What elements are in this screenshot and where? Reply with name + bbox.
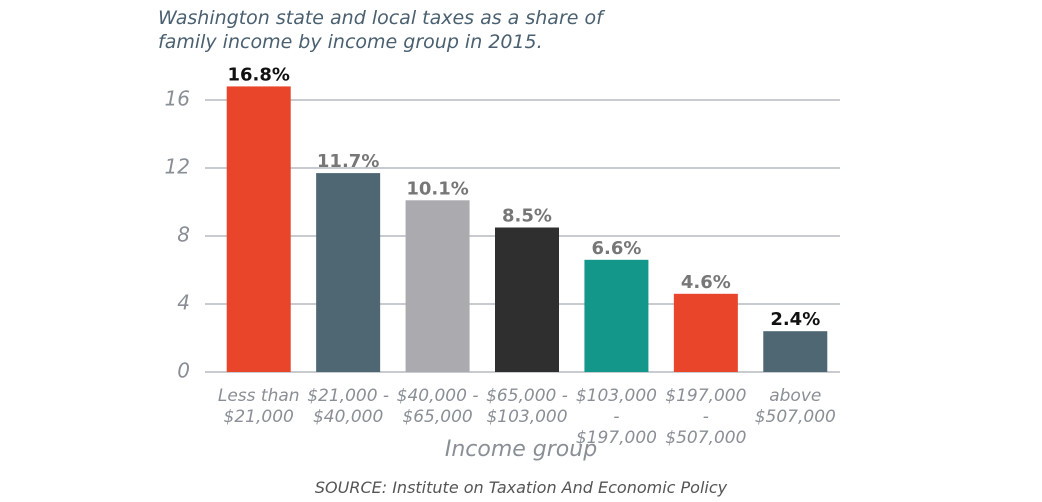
value-label: 10.1% (406, 178, 468, 199)
bar (405, 200, 470, 372)
value-label: 8.5% (502, 206, 552, 227)
x-tick-label: $21,000 - $40,000 (307, 386, 390, 427)
value-label: 16.8% (227, 64, 289, 85)
x-tick-label: $103,000 - $197,000 (575, 386, 657, 448)
x-tick-label: Less than $21,000 (217, 386, 300, 427)
x-tick-label: $65,000 - $103,000 (486, 386, 568, 427)
bar (673, 293, 738, 372)
value-label: 2.4% (770, 309, 820, 330)
source-note: SOURCE: Institute on Taxation And Econom… (314, 478, 728, 497)
x-axis-label: Income group (444, 437, 598, 462)
value-label: 4.6% (681, 272, 731, 293)
bar (495, 227, 559, 372)
bar (316, 173, 381, 372)
chart-title: Washington state and local taxes as a sh… (158, 7, 603, 53)
y-tick-label: 12 (165, 155, 190, 179)
y-tick-label: 4 (177, 291, 190, 315)
y-tick-label: 8 (177, 223, 190, 247)
value-label: 6.6% (591, 238, 641, 259)
x-tick-label: $40,000 - $65,000 (396, 386, 479, 427)
value-label: 11.7% (317, 151, 379, 172)
bar (226, 86, 291, 373)
x-tick-label: $197,000 - $507,000 (665, 386, 747, 448)
y-tick-label: 16 (165, 87, 190, 111)
y-tick-label: 0 (177, 359, 190, 383)
bar (584, 259, 649, 372)
bar (763, 331, 828, 372)
x-tick-label: above $507,000 (754, 386, 836, 427)
